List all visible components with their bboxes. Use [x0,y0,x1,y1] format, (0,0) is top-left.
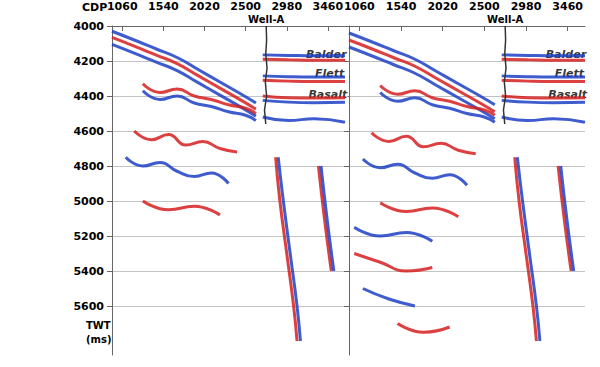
svg-text:Well-A: Well-A [487,14,523,25]
svg-text:1540: 1540 [386,0,417,13]
svg-text:Flett: Flett [314,66,345,80]
svg-text:1060: 1060 [344,0,375,13]
svg-text:4800: 4800 [73,160,104,173]
svg-text:Balder: Balder [306,48,347,61]
svg-text:2020: 2020 [189,0,220,13]
svg-text:CDP: CDP [82,1,107,14]
svg-text:Basalt: Basalt [548,87,588,101]
svg-text:2980: 2980 [511,0,542,13]
svg-text:2500: 2500 [230,0,261,13]
svg-text:2020: 2020 [427,0,458,13]
svg-text:1540: 1540 [148,0,179,13]
svg-text:Balder: Balder [546,48,587,61]
svg-text:3460: 3460 [313,0,344,13]
svg-text:3460: 3460 [552,0,583,13]
svg-text:1060: 1060 [107,0,138,13]
svg-text:Well-A: Well-A [248,14,284,25]
svg-text:2500: 2500 [469,0,500,13]
svg-text:5400: 5400 [73,265,104,278]
svg-text:5600: 5600 [73,300,104,313]
svg-text:4400: 4400 [73,90,104,103]
svg-text:4000: 4000 [73,20,104,33]
svg-text:Flett: Flett [554,66,584,80]
svg-text:5200: 5200 [73,230,104,243]
svg-text:4200: 4200 [73,55,104,68]
svg-text:2980: 2980 [271,0,302,13]
svg-text:5000: 5000 [73,195,104,208]
svg-text:4600: 4600 [73,125,104,138]
svg-text:Basalt: Basalt [308,87,348,101]
svg-text:TWT: TWT [86,320,111,331]
svg-text:(ms): (ms) [86,334,112,345]
